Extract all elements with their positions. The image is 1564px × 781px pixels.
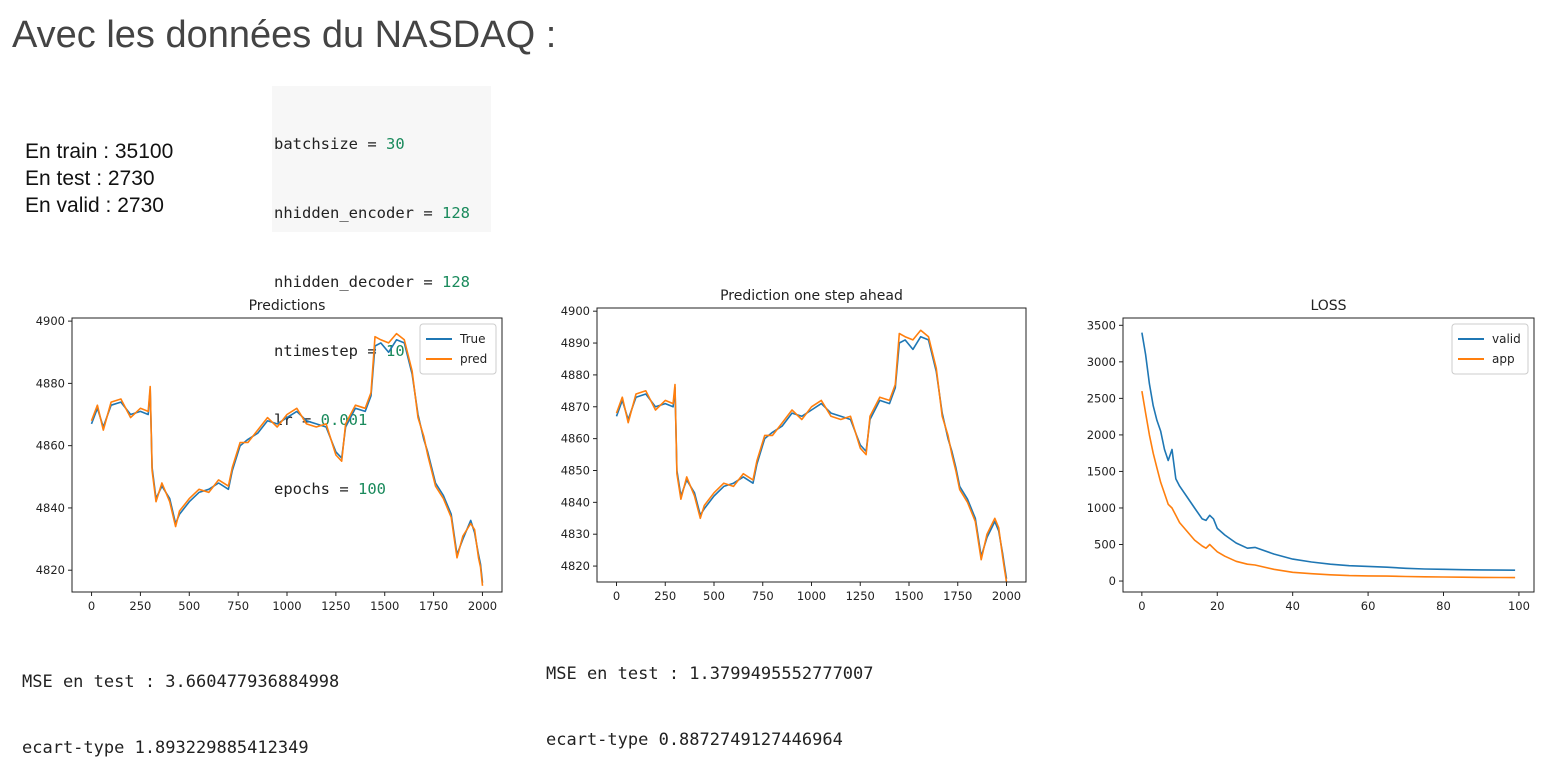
valid-count: En valid : 2730 <box>25 194 164 217</box>
y-tick-label: 4880 <box>36 376 65 390</box>
x-tick-label: 1500 <box>894 589 923 603</box>
code-line: batchsize = 30 <box>274 135 405 153</box>
loss-chart: LOSS 0 20 40 60 80 100 0 500 1000 1500 2000 2500 3000… <box>1068 292 1548 622</box>
series-line-app <box>1141 390 1516 579</box>
metrics-predictions: MSE en test : 3.660477936884998 ecart-ty… <box>22 627 339 781</box>
code-line: nhidden_encoder = 128 <box>274 204 470 222</box>
y-tick-label: 4850 <box>561 463 590 477</box>
x-tick-label: 0 <box>1138 599 1145 613</box>
metrics-one-step: MSE en test : 1.3799495552777007 ecart-t… <box>546 619 874 773</box>
y-tick-label: 4890 <box>561 336 590 350</box>
x-tick-label: 1750 <box>419 599 448 613</box>
legend-label: pred <box>460 352 487 366</box>
x-tick-label: 0 <box>613 589 620 603</box>
x-tick-label: 0 <box>88 599 95 613</box>
legend-box <box>419 323 497 375</box>
y-tick-label: 4870 <box>561 400 590 414</box>
y-tick-label: 2000 <box>1087 428 1116 442</box>
train-count: En train : 35100 <box>25 140 174 163</box>
y-tick-label: 4820 <box>36 563 65 577</box>
y-tick-label: 4880 <box>561 368 590 382</box>
y-tick-label: 4900 <box>36 314 65 328</box>
test-count: En test : 2730 <box>25 167 155 190</box>
y-tick-label: 1500 <box>1087 464 1116 478</box>
chart-title: Predictions <box>249 298 326 314</box>
x-tick-label: 250 <box>129 599 151 613</box>
plot-frame <box>1122 317 1535 593</box>
y-tick-label: 4830 <box>561 527 590 541</box>
chart-title: Prediction one step ahead <box>720 288 903 304</box>
y-tick-label: 4840 <box>561 495 590 509</box>
mse-value: MSE en test : 1.3799495552777007 <box>546 664 874 684</box>
y-tick-label: 3000 <box>1087 355 1116 369</box>
y-tick-label: 4900 <box>561 304 590 318</box>
x-tick-label: 40 <box>1285 599 1300 613</box>
y-tick-label: 4840 <box>36 501 65 515</box>
x-tick-label: 1750 <box>943 589 972 603</box>
series-line-pred <box>90 332 484 586</box>
mse-value: MSE en test : 3.660477936884998 <box>22 672 340 692</box>
x-tick-label: 250 <box>654 589 676 603</box>
chart-title: LOSS <box>1310 298 1346 314</box>
y-tick-label: 2500 <box>1087 391 1116 405</box>
y-tick-label: 4820 <box>561 559 590 573</box>
series-line-series-0 <box>615 335 1008 579</box>
x-tick-label: 500 <box>703 589 725 603</box>
x-tick-label: 500 <box>178 599 200 613</box>
chart-svg: Prediction one step ahead 0 250 500 750 1000 1… <box>561 288 1027 603</box>
chart-svg: Predictions 0 250 500 750 1000 1250 1500 1750 200… <box>36 298 503 613</box>
y-tick-label: 500 <box>1094 538 1116 552</box>
code-line: nhidden_decoder = 128 <box>274 273 470 291</box>
hyperparameters-code: batchsize = 30 nhidden_encoder = 128 nhi… <box>272 86 491 498</box>
y-tick-label: 1000 <box>1087 501 1116 515</box>
code-line: ntimestep = 10 <box>274 342 405 360</box>
x-tick-label: 2000 <box>468 599 497 613</box>
series-line-valid <box>1141 332 1516 571</box>
x-tick-label: 100 <box>1508 599 1530 613</box>
x-tick-label: 1500 <box>370 599 399 613</box>
predictions-chart: Predictions 0 250 500 750 1000 1250 1500 1750 200… <box>20 292 510 622</box>
x-tick-label: 1000 <box>272 599 301 613</box>
one-step-ahead-chart: Prediction one step ahead 0 250 500 750 1000 1… <box>545 282 1040 612</box>
code-line: epochs = 100 <box>274 480 386 498</box>
y-tick-label: 4860 <box>561 432 590 446</box>
legend-label: valid <box>1492 332 1521 346</box>
x-tick-label: 2000 <box>992 589 1021 603</box>
series-line-series-1 <box>615 329 1008 583</box>
x-tick-label: 80 <box>1436 599 1451 613</box>
dataset-stats: En train : 35100 En test : 2730 En valid… <box>25 138 173 219</box>
x-tick-label: 1250 <box>846 589 875 603</box>
x-tick-label: 1250 <box>321 599 350 613</box>
x-tick-label: 750 <box>752 589 774 603</box>
page-title: Avec les données du NASDAQ : <box>12 14 557 56</box>
x-tick-label: 750 <box>227 599 249 613</box>
series-line-True <box>90 338 484 583</box>
legend-label: True <box>459 332 486 346</box>
y-tick-label: 3500 <box>1087 318 1116 332</box>
x-tick-label: 1000 <box>797 589 826 603</box>
std-value: ecart-type 0.8872749127446964 <box>546 730 843 750</box>
plot-frame <box>596 307 1027 583</box>
legend-box <box>1451 323 1529 375</box>
y-tick-label: 0 <box>1109 574 1116 588</box>
legend-label: app <box>1492 352 1515 366</box>
x-tick-label: 60 <box>1361 599 1376 613</box>
x-tick-label: 20 <box>1210 599 1225 613</box>
y-tick-label: 4860 <box>36 439 65 453</box>
std-value: ecart-type 1.893229885412349 <box>22 738 309 758</box>
